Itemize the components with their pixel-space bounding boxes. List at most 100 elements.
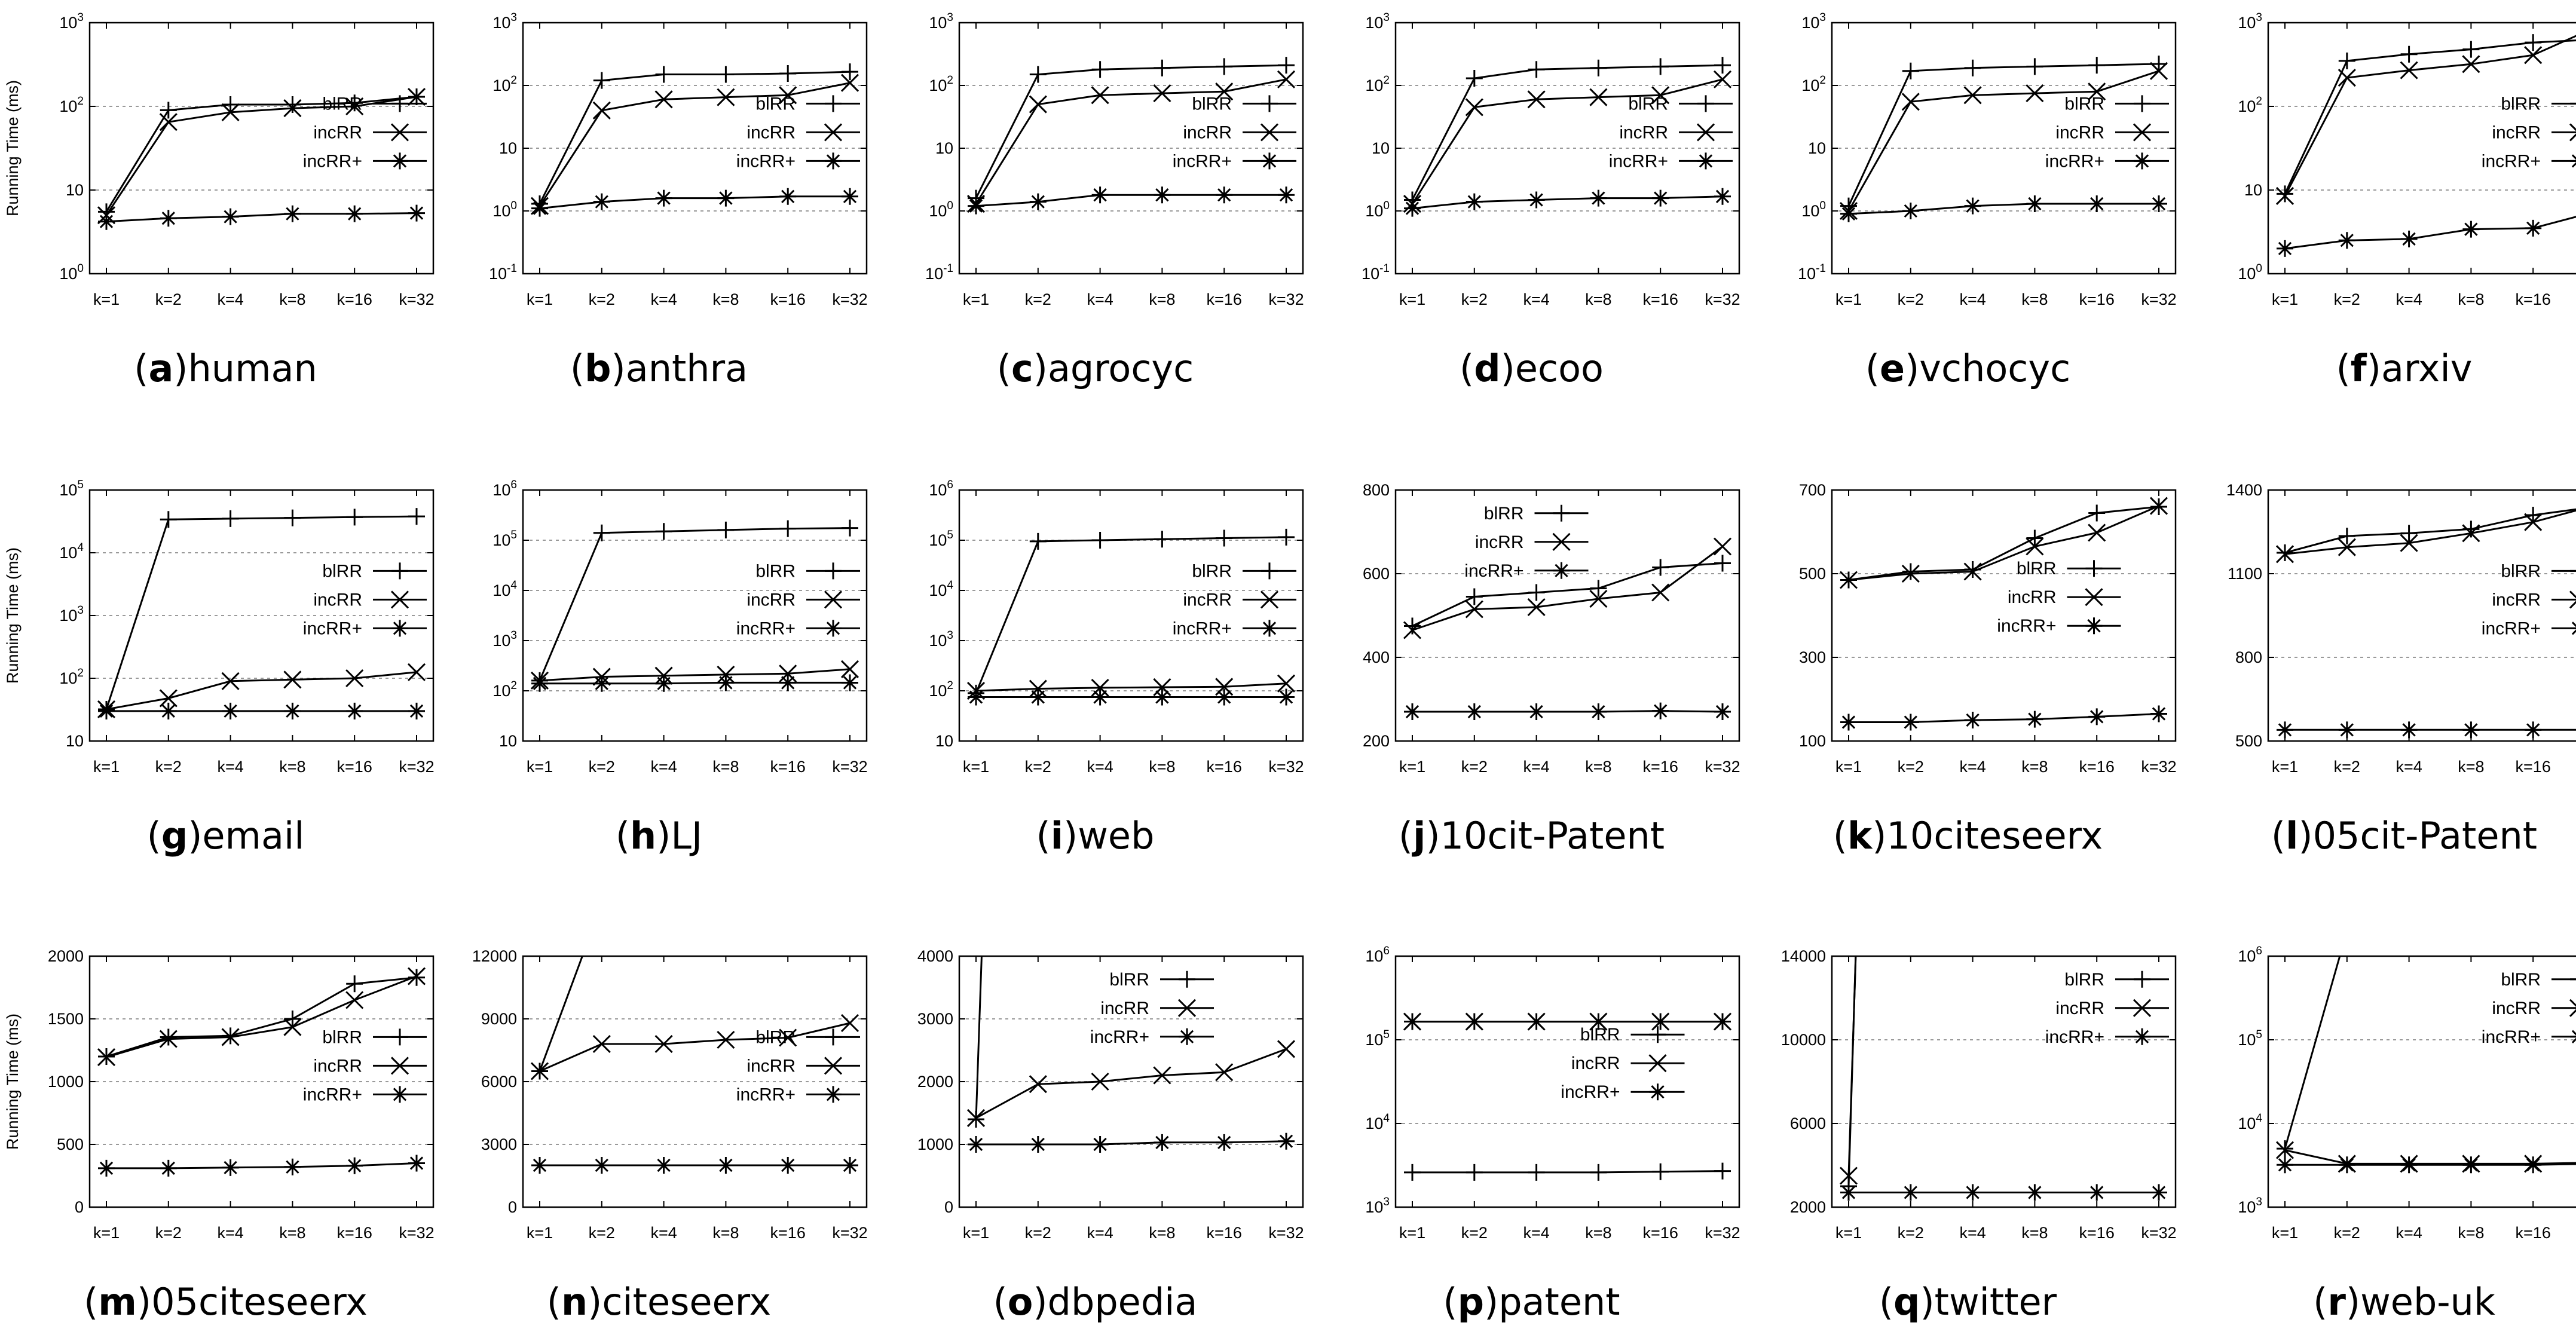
chart-caption: (f)arxiv: [2336, 347, 2473, 390]
x-tick-label: k=16: [1207, 1224, 1242, 1242]
point-incRR+: [1278, 186, 1295, 204]
point-incRR: [2026, 537, 2044, 556]
chart-caption: (i)web: [1036, 814, 1155, 858]
x-tick-label: k=8: [2458, 1224, 2484, 1242]
legend: blRR incRR incRR+: [303, 1027, 427, 1104]
legend-label: blRR: [2064, 970, 2104, 990]
point-incRR: [1403, 621, 1422, 639]
legend-marker: [1261, 620, 1278, 637]
x-tick-label: k=8: [712, 758, 739, 776]
legend-label: incRR: [747, 123, 796, 142]
y-tick-label: 500: [1799, 565, 1826, 583]
point-blRR: [779, 520, 797, 537]
x-tick-label: k=8: [2021, 290, 2048, 308]
legend: blRR incRR incRR+: [736, 94, 860, 171]
legend-marker: [825, 1086, 842, 1103]
x-tick-label: k=2: [155, 290, 182, 308]
legend-marker: [1649, 1083, 1666, 1101]
legend: blRR incRR incRR+: [303, 94, 427, 171]
point-blRR: [1029, 66, 1047, 83]
x-tick-label: k=16: [770, 758, 806, 776]
point-blRR: [717, 843, 734, 860]
point-incRR+: [2525, 721, 2542, 739]
legend-marker: [1552, 532, 1571, 551]
x-tick-label: k=4: [2396, 290, 2422, 308]
y-tick-label: 102: [1365, 74, 1390, 94]
legend-label: incRR+: [736, 619, 796, 638]
y-tick-label: 0: [508, 1198, 517, 1216]
y-tick-label: 400: [1363, 648, 1390, 666]
point-incRR+: [1091, 688, 1109, 706]
x-tick-label: k=4: [1523, 290, 1549, 308]
x-tick-label: k=16: [2079, 290, 2115, 308]
chart-caption: (p)patent: [1443, 1280, 1620, 1324]
y-tick-label: 102: [929, 679, 953, 700]
point-incRR+: [779, 188, 797, 205]
series-line-incRR: [106, 671, 417, 711]
point-blRR: [655, 523, 672, 540]
y-tick-label: 6000: [1790, 1115, 1826, 1132]
x-tick-label: k=1: [527, 1224, 553, 1242]
legend-label: incRR+: [303, 1085, 362, 1104]
y-axis-label: Running Time (ms): [4, 1014, 22, 1150]
point-blRR: [1466, 1164, 1483, 1181]
x-tick-label: k=16: [337, 758, 372, 776]
point-incRR: [1465, 98, 1483, 117]
point-incRR+: [1466, 1013, 1483, 1030]
y-tick-label: 104: [1365, 1112, 1390, 1132]
point-incRR+: [593, 1157, 610, 1174]
point-blRR: [160, 511, 177, 528]
point-blRR: [1590, 59, 1607, 76]
point-incRR: [221, 672, 240, 690]
legend-label: incRR+: [2482, 151, 2541, 171]
x-tick-label: k=16: [2079, 758, 2115, 776]
point-blRR: [1714, 1162, 1731, 1180]
chart-caption: (g)email: [147, 814, 305, 858]
legend-marker: [391, 562, 408, 580]
point-incRR: [1277, 1040, 1296, 1058]
point-incRR: [1277, 674, 1296, 693]
series-line-blRR: [1848, 506, 2159, 581]
point-incRR+: [1902, 714, 1919, 731]
legend-label: blRR: [1192, 561, 1232, 581]
y-tick-label: 12000: [472, 947, 517, 965]
series-line-incRR+: [106, 1162, 417, 1169]
y-tick-label: 103: [929, 629, 953, 650]
point-incRR+: [346, 1157, 363, 1174]
x-tick-label: k=16: [1643, 758, 1678, 776]
point-blRR: [284, 96, 301, 114]
series-area: [97, 87, 426, 230]
chart-g: 10 102 103 104 105 k=1 k=2 k=4 k=8 k=16 k=32 blRR in…: [4, 479, 435, 858]
y-tick-label: 10: [935, 732, 953, 750]
point-incRR+: [1964, 197, 1981, 215]
legend-label: incRR: [2055, 999, 2104, 1018]
series-area: [530, 519, 859, 692]
y-tick-label: 4000: [917, 947, 953, 965]
chart-b: 10-1 100 10 102 103 k=1 k=2 k=4 k=8 k=16 k=32 blRR i…: [489, 11, 868, 390]
point-incRR: [654, 90, 673, 109]
point-blRR: [346, 94, 363, 112]
point-incRR: [717, 88, 735, 106]
point-incRR+: [1714, 1013, 1731, 1030]
chart-p: 103 104 105 106 k=1 k=2 k=4 k=8 k=16 k=32 blRR incR…: [1365, 945, 1740, 1324]
point-blRR: [1154, 59, 1171, 76]
legend-marker: [2134, 970, 2150, 988]
legend-marker: [2570, 1030, 2576, 1043]
point-incRR+: [2277, 1156, 2293, 1174]
point-incRR: [407, 967, 426, 985]
legend-marker: [391, 1028, 408, 1046]
legend-marker: [1179, 1028, 1195, 1045]
x-tick-label: k=2: [1461, 758, 1488, 776]
legend-label: incRR+: [1609, 151, 1668, 171]
x-tick-label: k=2: [2334, 290, 2360, 308]
series-line-incRR+: [1412, 195, 1723, 210]
y-tick-label: 103: [2238, 1196, 2262, 1216]
point-blRR: [593, 896, 610, 913]
point-blRR: [2401, 921, 2418, 938]
legend-label: incRR: [1619, 123, 1668, 142]
series-area: [97, 508, 426, 719]
point-incRR: [2149, 497, 2168, 515]
legend-marker: [2569, 999, 2576, 1017]
x-tick-label: k=32: [832, 1224, 867, 1242]
series-area: [1403, 1012, 1732, 1181]
